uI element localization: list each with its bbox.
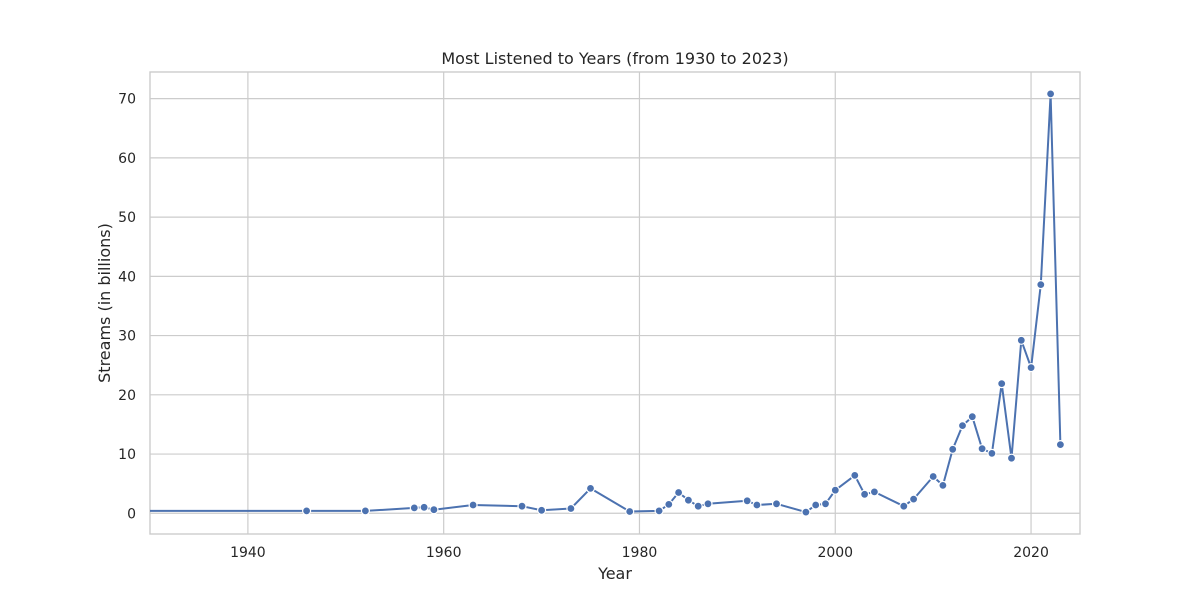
data-point: [409, 503, 419, 513]
y-tick-label: 50: [118, 210, 136, 226]
data-point: [987, 448, 997, 458]
marker-group: [302, 89, 1066, 517]
data-point: [957, 421, 968, 431]
data-point: [752, 500, 762, 510]
data-point: [654, 506, 664, 516]
data-point: [830, 485, 840, 495]
data-point: [908, 494, 919, 504]
x-tick-label: 1940: [230, 545, 266, 561]
plot-frame: [149, 71, 1081, 535]
data-point: [938, 480, 948, 490]
data-point: [811, 500, 821, 510]
data-point: [664, 499, 674, 509]
x-tick-label: 2020: [1013, 545, 1049, 561]
series-line: [150, 92, 1062, 514]
data-point: [1016, 335, 1026, 345]
y-axis-label: Streams (in billions): [95, 223, 114, 383]
data-point: [850, 470, 860, 480]
data-point: [1055, 440, 1066, 450]
data-point: [360, 506, 370, 516]
y-tick-label: 20: [118, 388, 136, 404]
data-point: [771, 499, 782, 509]
data-point: [820, 499, 831, 509]
data-point: [517, 501, 527, 511]
data-point: [536, 505, 547, 515]
data-point: [859, 489, 870, 499]
data-point: [703, 499, 713, 509]
data-point: [683, 495, 694, 505]
data-point: [977, 444, 987, 454]
data-point: [1036, 280, 1046, 290]
x-axis-label: Year: [597, 564, 632, 583]
data-point: [693, 501, 703, 511]
data-point: [948, 444, 958, 454]
data-point: [419, 502, 429, 512]
data-point: [429, 505, 439, 515]
y-tick-label: 30: [118, 329, 136, 345]
data-point: [585, 483, 596, 493]
data-point: [742, 496, 752, 506]
y-tick-label: 10: [118, 447, 136, 463]
data-point: [967, 412, 977, 422]
data-point: [673, 487, 684, 498]
data-point: [468, 500, 478, 510]
data-point: [997, 379, 1007, 389]
data-point: [302, 506, 312, 516]
y-tick-label: 70: [118, 92, 136, 108]
y-tick-label: 0: [127, 506, 136, 522]
x-tick-label: 2000: [817, 545, 853, 561]
data-point: [869, 487, 880, 497]
data-point: [801, 507, 811, 517]
y-tick-label: 60: [118, 151, 136, 167]
data-point: [1045, 89, 1056, 99]
grid: [150, 72, 1080, 534]
data-point: [566, 503, 576, 514]
series-layer: [150, 89, 1066, 517]
y-tick-labels: 0 10 20 30 40 50 60 70: [118, 92, 136, 523]
x-tick-labels: 1940 1960 1980 2000 2020: [230, 545, 1049, 561]
data-point: [1026, 363, 1036, 373]
data-point: [625, 506, 635, 517]
y-tick-label: 40: [118, 269, 136, 285]
data-point: [928, 471, 938, 482]
data-point: [1006, 453, 1017, 463]
chart-title: Most Listened to Years (from 1930 to 202…: [441, 49, 788, 68]
x-tick-label: 1960: [426, 545, 462, 561]
x-tick-label: 1980: [622, 545, 658, 561]
data-point: [899, 501, 909, 511]
